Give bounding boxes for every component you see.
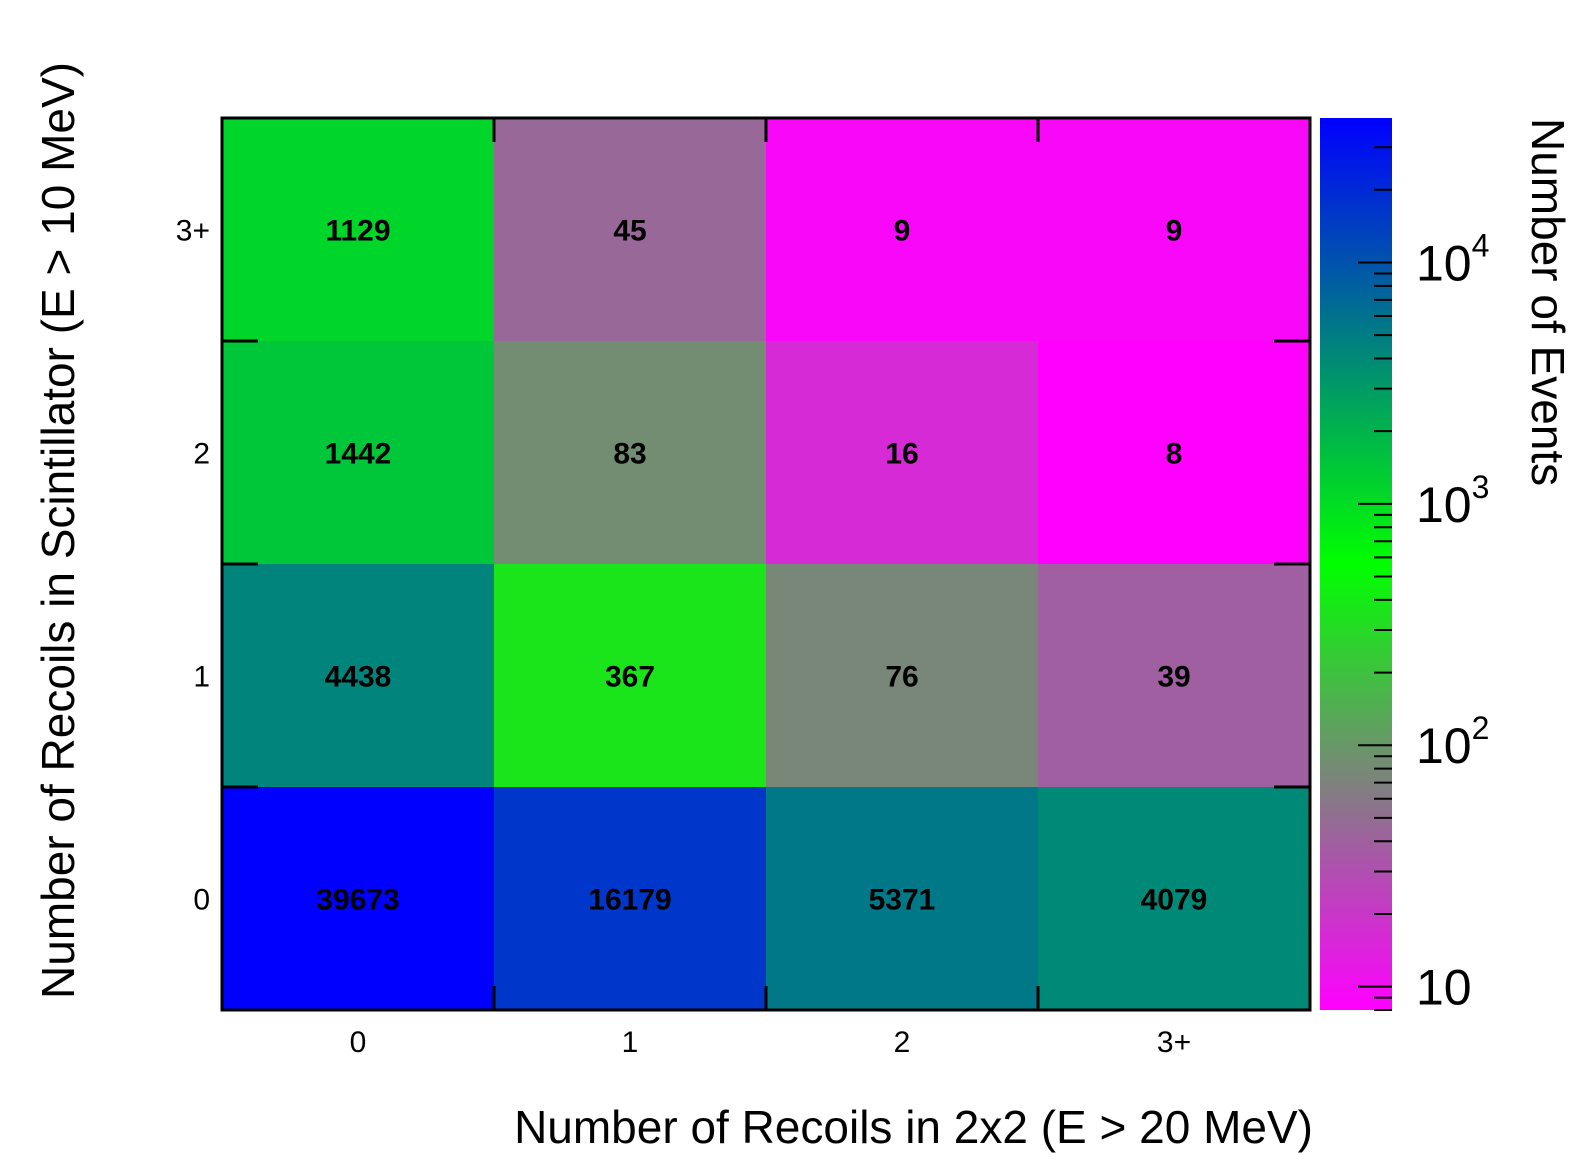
x-tick-label: 0 [350,1026,367,1059]
heatmap-cell [1038,341,1310,564]
colorbar-tick-label: 103 [1416,469,1489,533]
y-tick-label: 2 [193,438,210,471]
colorbar-tick-label: 104 [1416,227,1489,291]
heatmap-cell [494,118,766,341]
colorbar-tick-label: 10 [1416,960,1472,1016]
heatmap-cells [222,118,1310,1010]
heatmap-cell [494,341,766,564]
heatmap-cell-label: 1129 [325,215,390,248]
y-tick-label: 1 [193,661,210,694]
heatmap-cell-label: 1442 [325,438,392,471]
heatmap-cell [494,564,766,787]
y-tick-label: 0 [193,884,210,917]
heatmap-cell [766,341,1038,564]
heatmap-cell [222,787,494,1010]
heatmap-cell [494,787,766,1010]
heatmap-cell-label: 9 [1166,215,1183,248]
x-axis-title: Number of Recoils in 2x2 (E > 20 MeV) [514,1101,1313,1153]
heatmap-cell-label: 4438 [325,661,392,694]
heatmap-cell-labels: 39673 16179 5371 4079 4438 367 76 39 1442 83 16 8 11… [316,215,1207,917]
x-tick-label: 1 [622,1026,639,1059]
heatmap-cell-label: 9 [894,215,911,248]
heatmap-cell [1038,787,1310,1010]
plot-frame [220,116,1312,1012]
heatmap-cell [222,341,494,564]
heatmap-cell-label: 16179 [588,884,671,917]
x-tick-label: 2 [894,1026,911,1059]
heatmap-cell-label: 367 [605,661,655,694]
heatmap-cell [766,118,1038,341]
heatmap-cell [1038,564,1310,787]
y-tick-label: 3+ [176,215,210,248]
heatmap-cell [766,564,1038,787]
x-tick-labels: 0 1 2 3+ [350,1026,1191,1059]
heatmap-cell-label: 16 [885,438,918,471]
heatmap-cell-label: 5371 [869,884,936,917]
y-tick-labels: 0 1 2 3+ [176,215,210,917]
heatmap-cell [766,787,1038,1010]
heatmap-cell-label: 83 [613,438,646,471]
heatmap-cell-label: 45 [613,215,646,248]
y-axis-title: Number of Recoils in Scintillator (E > 1… [32,62,84,999]
colorbar-tick-label: 102 [1416,710,1489,774]
plot-frame-ticks [222,118,1310,1010]
heatmap-cell [1038,118,1310,341]
colorbar-tick-exponent: 3 [1472,469,1490,505]
heatmap-cell-label: 4079 [1141,884,1208,917]
colorbar-tick-labels: 10 102 103 104 [1416,227,1489,1015]
heatmap-cell-label: 8 [1166,438,1183,471]
colorbar-title: Number of Events [1522,118,1574,486]
heatmap-cell [222,564,494,787]
heatmap-cell [222,118,494,341]
heatmap-cell-label: 39673 [316,884,399,917]
heatmap-cell-label: 39 [1157,661,1190,694]
heatmap-cell-label: 76 [885,661,918,694]
colorbar [1320,118,1392,1010]
colorbar-ticks [1358,146,1392,1011]
colorbar-tick-exponent: 4 [1472,227,1490,263]
colorbar-tick-exponent: 2 [1472,710,1490,746]
x-tick-label: 3+ [1157,1026,1191,1059]
